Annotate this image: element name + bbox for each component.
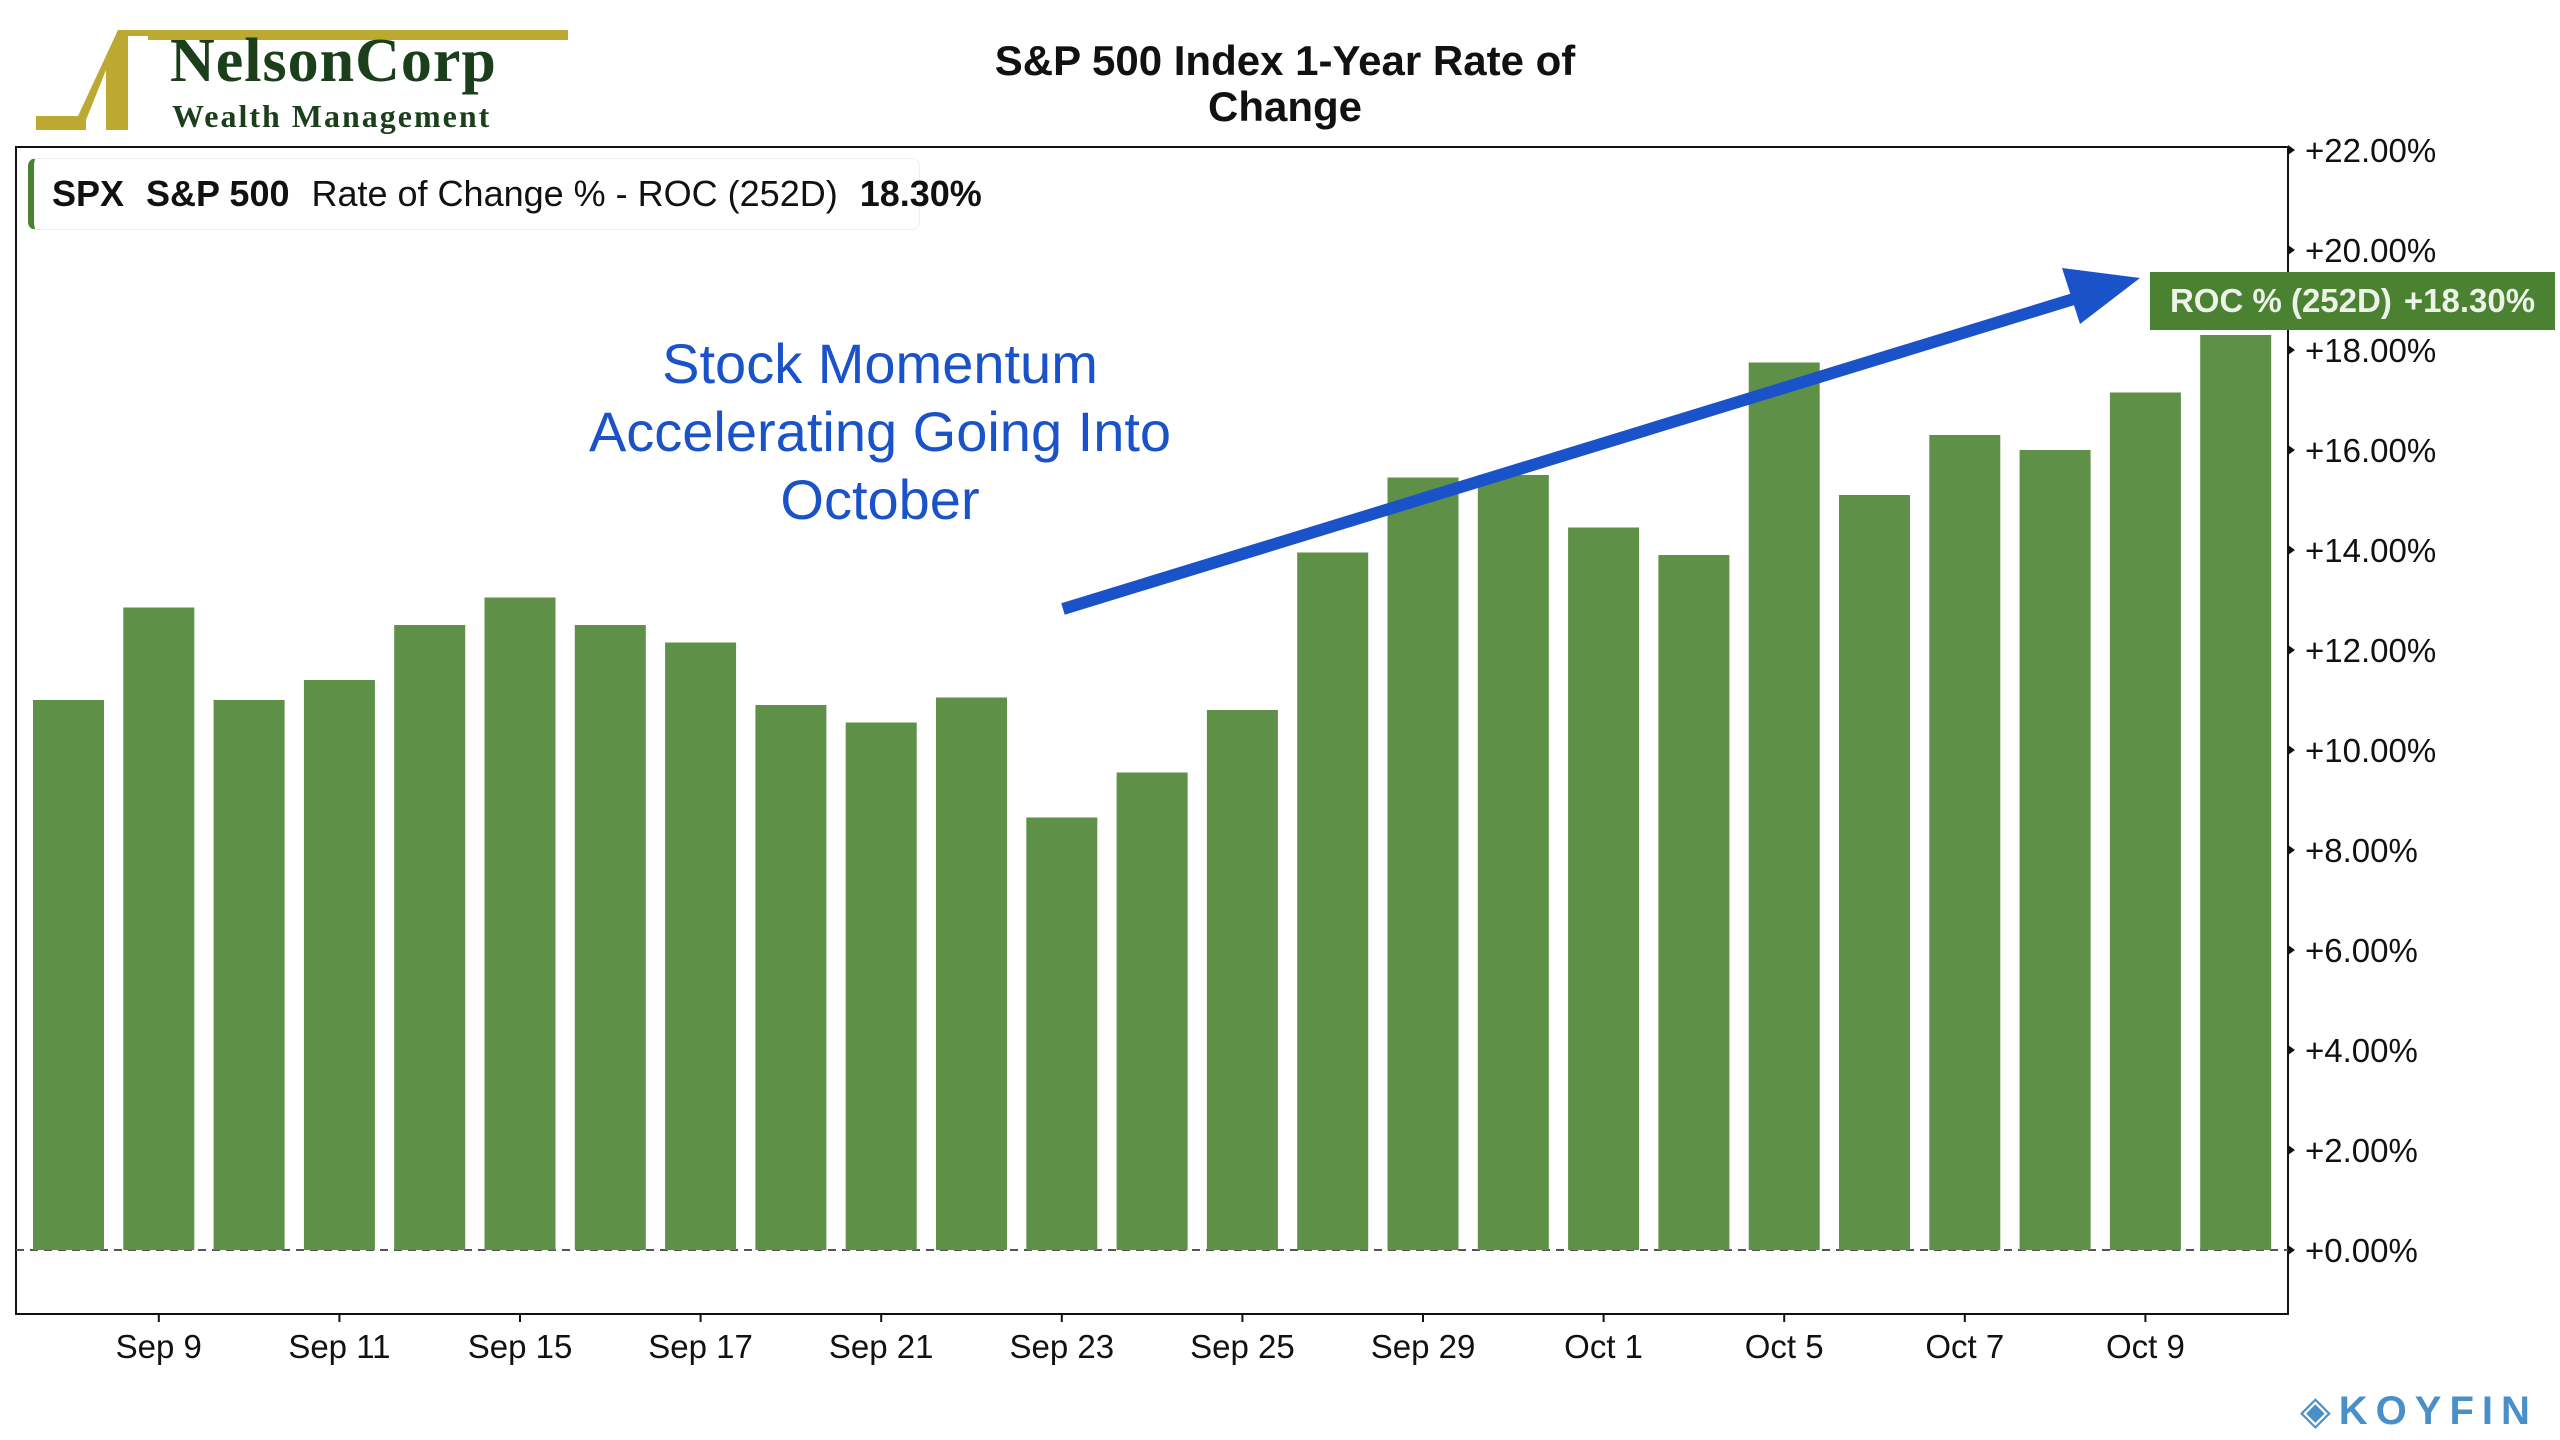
x-tick-label: Sep 21: [829, 1328, 934, 1365]
y-tick-label: +8.00%: [2305, 832, 2418, 869]
x-tick-label: Oct 1: [1564, 1328, 1643, 1365]
y-tick-label: +12.00%: [2305, 632, 2436, 669]
x-tick-label: Sep 11: [288, 1328, 390, 1365]
x-tick-label: Sep 15: [468, 1328, 573, 1365]
bar: [2109, 392, 2181, 1250]
bar: [213, 700, 285, 1250]
y-tick-label: +16.00%: [2305, 432, 2436, 469]
y-tick-label: +20.00%: [2305, 232, 2436, 269]
bar: [394, 625, 466, 1250]
y-tick-label: +22.00%: [2305, 132, 2436, 169]
bar: [1839, 495, 1910, 1250]
chart-title: S&P 500 Index 1-Year Rate of Change: [885, 38, 1685, 130]
y-tick: [2288, 1145, 2295, 1155]
logo-mark: [36, 30, 568, 130]
bar: [1297, 552, 1369, 1250]
annotation-line-3: October: [780, 468, 980, 531]
bar: [303, 680, 375, 1250]
bar: [1116, 772, 1188, 1250]
bar: [936, 697, 1007, 1250]
bar: [845, 722, 917, 1250]
x-tick-label: Sep 25: [1190, 1328, 1295, 1365]
y-tick-label: +0.00%: [2305, 1232, 2418, 1269]
y-tick: [2288, 745, 2295, 755]
title-line-2: Change: [1207, 83, 1362, 130]
plot-area: [15, 146, 2289, 1315]
y-tick: [2288, 145, 2295, 155]
y-tick: [2288, 245, 2295, 255]
bar: [574, 625, 646, 1250]
title-line-1: S&P 500 Index 1-Year Rate of: [994, 37, 1576, 84]
bar: [484, 597, 556, 1250]
bar: [1748, 362, 1820, 1250]
trend-arrow: [1061, 268, 2140, 615]
y-tick-label: +2.00%: [2305, 1132, 2418, 1169]
koyfin-text: KOYFIN: [2338, 1389, 2538, 1433]
bar: [1206, 710, 1278, 1250]
y-tick: [2288, 1045, 2295, 1055]
bar: [2200, 335, 2272, 1250]
legend-name: S&P 500: [146, 173, 290, 214]
legend-value: 18.30%: [859, 173, 982, 214]
bar: [123, 607, 195, 1250]
y-tick-label: +18.00%: [2305, 332, 2436, 369]
bar: [1658, 555, 1730, 1250]
bar: [755, 705, 827, 1250]
badge-value: +18.30%: [2403, 282, 2536, 319]
annotation-line-2: Accelerating Going Into: [588, 400, 1172, 463]
y-tick: [2288, 545, 2295, 555]
annotation-line-1: Stock Momentum: [662, 332, 1098, 395]
bar: [1387, 477, 1459, 1250]
x-tick-label: Sep 9: [116, 1328, 202, 1365]
bar: [665, 642, 737, 1250]
legend[interactable]: SPX S&P 500 Rate of Change % - ROC (252D…: [28, 158, 982, 230]
logo-name: NelsonCorp: [170, 27, 497, 95]
x-tick-label: Oct 9: [2106, 1328, 2185, 1365]
bar: [1477, 475, 1549, 1250]
x-tick-label: Sep 17: [648, 1328, 753, 1365]
bar: [33, 700, 104, 1250]
y-tick: [2288, 1245, 2295, 1255]
logo-tagline: Wealth Management: [172, 98, 492, 134]
annotation: Stock Momentum Accelerating Going Into O…: [560, 330, 1200, 534]
y-tick: [2288, 645, 2295, 655]
badge-label: ROC % (252D): [2169, 282, 2392, 319]
x-tick-label: Sep 29: [1371, 1328, 1476, 1365]
bar: [2019, 450, 2091, 1250]
x-tick-label: Oct 5: [1745, 1328, 1824, 1365]
y-tick: [2288, 945, 2295, 955]
bar: [1026, 817, 1098, 1250]
x-tick-label: Sep 23: [1010, 1328, 1115, 1365]
price-badge: ROC % (252D) +18.30%: [2150, 272, 2555, 330]
legend-ticker: SPX: [52, 173, 125, 214]
koyfin-watermark: ◈KOYFIN: [2300, 1388, 2538, 1434]
legend-indicator: Rate of Change % - ROC (252D): [311, 173, 838, 214]
y-tick-label: +14.00%: [2305, 532, 2436, 569]
koyfin-logo-icon: ◈: [2300, 1389, 2339, 1433]
y-tick: [2288, 445, 2295, 455]
bar: [1568, 527, 1640, 1250]
y-tick-label: +6.00%: [2305, 932, 2418, 969]
y-tick-label: +10.00%: [2305, 732, 2436, 769]
y-tick: [2288, 845, 2295, 855]
x-tick-label: Oct 7: [1925, 1328, 2004, 1365]
y-tick-label: +4.00%: [2305, 1032, 2418, 1069]
bar: [1929, 435, 2001, 1250]
y-tick: [2288, 345, 2295, 355]
